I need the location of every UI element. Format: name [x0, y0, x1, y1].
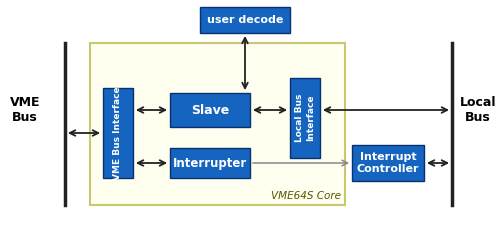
Text: user decode: user decode — [207, 15, 283, 25]
Text: VME
Bus: VME Bus — [10, 96, 40, 124]
Text: Local Bus
Interface: Local Bus Interface — [296, 94, 314, 142]
Bar — [290, 78, 320, 158]
Bar — [200, 7, 290, 33]
Text: Interrupt
Controller: Interrupt Controller — [357, 152, 419, 174]
Text: VME Bus Interface: VME Bus Interface — [114, 86, 122, 180]
Text: Slave: Slave — [191, 104, 229, 117]
Bar — [352, 145, 424, 181]
Text: Interrupter: Interrupter — [173, 156, 247, 169]
Bar — [170, 148, 250, 178]
Text: VME64S Core: VME64S Core — [271, 191, 341, 201]
Bar — [103, 88, 133, 178]
Bar — [170, 93, 250, 127]
Text: Local
Bus: Local Bus — [460, 96, 496, 124]
Bar — [90, 43, 345, 205]
